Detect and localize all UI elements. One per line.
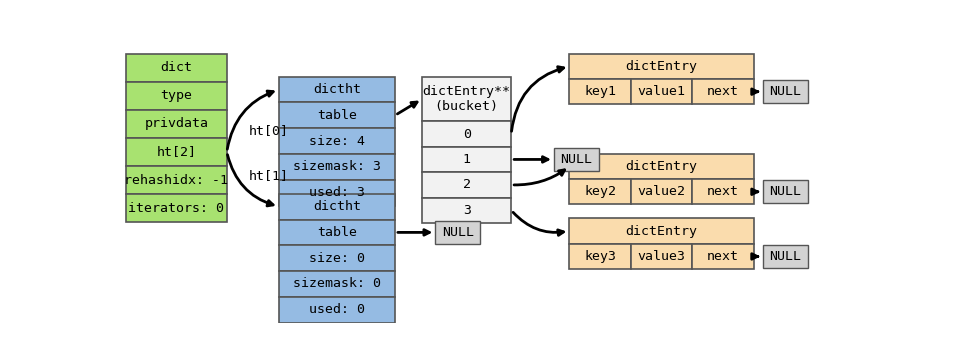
Text: size: 4: size: 4	[309, 135, 364, 148]
Text: ht[2]: ht[2]	[156, 146, 197, 158]
FancyBboxPatch shape	[279, 194, 395, 220]
FancyBboxPatch shape	[422, 147, 511, 172]
Text: privdata: privdata	[145, 117, 208, 130]
Text: dict: dict	[160, 61, 193, 74]
FancyBboxPatch shape	[279, 128, 395, 154]
Text: next: next	[707, 185, 739, 198]
Text: used: 0: used: 0	[309, 303, 364, 316]
Text: key2: key2	[584, 185, 616, 198]
Text: key3: key3	[584, 250, 616, 263]
FancyBboxPatch shape	[570, 244, 631, 269]
FancyBboxPatch shape	[570, 179, 631, 204]
FancyBboxPatch shape	[570, 79, 631, 105]
Text: next: next	[707, 85, 739, 98]
Text: next: next	[707, 250, 739, 263]
FancyBboxPatch shape	[692, 244, 754, 269]
Text: NULL: NULL	[560, 153, 593, 166]
Text: dictEntry: dictEntry	[625, 60, 697, 73]
FancyBboxPatch shape	[279, 77, 395, 102]
FancyBboxPatch shape	[554, 148, 598, 171]
Text: rehashidx: -1: rehashidx: -1	[125, 174, 228, 187]
Text: 0: 0	[462, 127, 471, 140]
Text: table: table	[316, 226, 357, 239]
FancyBboxPatch shape	[422, 172, 511, 197]
FancyBboxPatch shape	[279, 245, 395, 271]
Text: 1: 1	[462, 153, 471, 166]
FancyBboxPatch shape	[126, 166, 227, 194]
FancyBboxPatch shape	[126, 82, 227, 110]
FancyBboxPatch shape	[279, 271, 395, 297]
Text: value2: value2	[638, 185, 686, 198]
FancyBboxPatch shape	[279, 220, 395, 245]
Text: ht[1]: ht[1]	[248, 168, 289, 182]
Text: NULL: NULL	[770, 85, 802, 98]
FancyBboxPatch shape	[422, 121, 511, 147]
FancyBboxPatch shape	[279, 180, 395, 206]
Text: value3: value3	[638, 250, 686, 263]
Text: key1: key1	[584, 85, 616, 98]
Text: dictht: dictht	[313, 200, 361, 213]
FancyBboxPatch shape	[763, 80, 808, 103]
FancyBboxPatch shape	[631, 244, 692, 269]
Text: dictht: dictht	[313, 83, 361, 96]
Text: sizemask: 3: sizemask: 3	[292, 160, 381, 174]
FancyBboxPatch shape	[631, 79, 692, 105]
FancyBboxPatch shape	[570, 54, 754, 79]
Text: used: 3: used: 3	[309, 186, 364, 199]
FancyBboxPatch shape	[126, 110, 227, 138]
FancyBboxPatch shape	[422, 197, 511, 223]
Text: 3: 3	[462, 204, 471, 217]
Text: value1: value1	[638, 85, 686, 98]
FancyBboxPatch shape	[692, 179, 754, 204]
Text: type: type	[160, 89, 193, 102]
FancyBboxPatch shape	[422, 77, 511, 121]
FancyBboxPatch shape	[279, 154, 395, 180]
Text: size: 0: size: 0	[309, 252, 364, 265]
FancyBboxPatch shape	[570, 219, 754, 244]
FancyBboxPatch shape	[126, 194, 227, 222]
FancyBboxPatch shape	[763, 180, 808, 203]
Text: sizemask: 0: sizemask: 0	[292, 277, 381, 290]
Text: NULL: NULL	[442, 226, 474, 239]
Text: dictEntry: dictEntry	[625, 225, 697, 237]
FancyBboxPatch shape	[631, 179, 692, 204]
FancyBboxPatch shape	[279, 297, 395, 323]
Text: ht[0]: ht[0]	[248, 124, 289, 137]
Text: 2: 2	[462, 178, 471, 191]
Text: NULL: NULL	[770, 185, 802, 198]
FancyBboxPatch shape	[763, 245, 808, 268]
FancyBboxPatch shape	[692, 79, 754, 105]
FancyBboxPatch shape	[126, 138, 227, 166]
FancyBboxPatch shape	[126, 54, 227, 82]
Text: iterators: 0: iterators: 0	[129, 202, 224, 215]
Text: dictEntry**
(bucket): dictEntry** (bucket)	[423, 85, 511, 113]
Text: table: table	[316, 109, 357, 122]
FancyBboxPatch shape	[279, 102, 395, 128]
FancyBboxPatch shape	[570, 154, 754, 179]
Text: dictEntry: dictEntry	[625, 160, 697, 173]
Text: NULL: NULL	[770, 250, 802, 263]
FancyBboxPatch shape	[435, 221, 480, 244]
